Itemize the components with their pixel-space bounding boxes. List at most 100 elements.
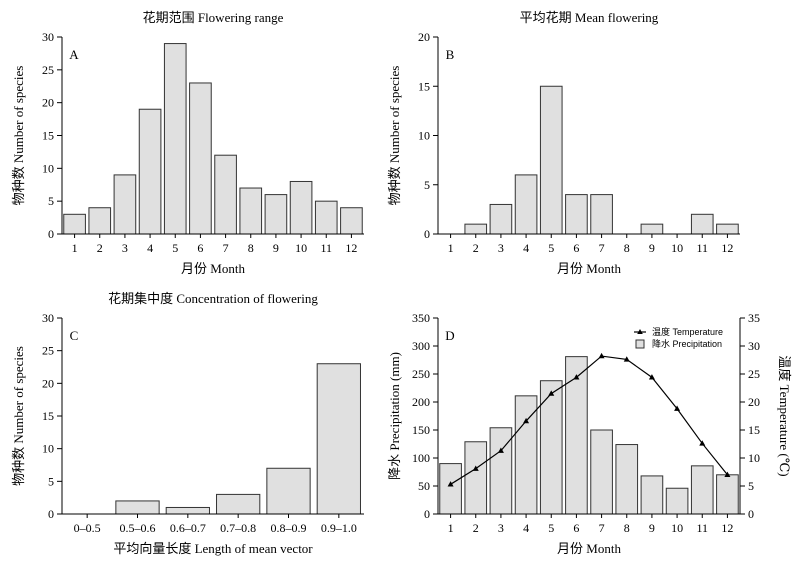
y-tick-label: 0 — [48, 507, 54, 521]
panel-c: 花期集中度 Concentration of flowering C 0 5 10 15 2… — [11, 291, 364, 556]
x-tick-label: 0.9–1.0 — [321, 521, 357, 535]
x-tick-label: 5 — [548, 241, 554, 255]
bar-1 — [63, 213, 86, 235]
temperature-point-10 — [674, 405, 681, 411]
y-axis-label: 物种数 Number of species — [387, 66, 402, 206]
y-tick-label: 10 — [42, 161, 54, 175]
bar-0.7–0.8 — [216, 493, 261, 515]
panel-letter: C — [70, 328, 79, 343]
bar-2 — [464, 441, 488, 515]
y-tick-label: 50 — [418, 479, 430, 493]
x-tick-label: 0.7–0.8 — [220, 521, 256, 535]
x-tick-label: 6 — [197, 241, 203, 255]
y-tick-label: 25 — [42, 63, 54, 77]
x-tick-label: 7 — [223, 241, 229, 255]
bar-10 — [665, 487, 689, 515]
y2-tick-label: 0 — [748, 507, 754, 521]
x-tick-label: 0.6–0.7 — [170, 521, 206, 535]
panel-letter: D — [445, 328, 454, 343]
x-tick-label: 1 — [72, 241, 78, 255]
bar-11 — [690, 465, 714, 515]
panel-letter: A — [69, 47, 79, 62]
bar-7 — [214, 154, 237, 235]
y2-tick-label: 35 — [748, 311, 760, 325]
bar-5 — [539, 85, 563, 235]
y-tick-label: 100 — [412, 451, 430, 465]
temperature-line — [450, 355, 728, 485]
bar-1 — [439, 463, 462, 515]
chart-title: 花期集中度 Concentration of flowering — [108, 291, 318, 306]
panel-letter: B — [446, 47, 455, 62]
y-tick-label: 0 — [424, 227, 430, 241]
y-tick-label: 5 — [48, 194, 54, 208]
x-tick-label: 12 — [345, 241, 357, 255]
y-tick-label: 10 — [42, 442, 54, 456]
x-tick-label: 0.5–0.6 — [120, 521, 156, 535]
bar-7 — [590, 429, 613, 515]
x-tick-label: 8 — [624, 241, 630, 255]
chart-title: 平均花期 Mean flowering — [520, 10, 659, 25]
x-tick-label: 10 — [295, 241, 307, 255]
bar-2 — [88, 207, 112, 235]
x-tick-label: 9 — [273, 241, 279, 255]
x-tick-label: 11 — [696, 241, 708, 255]
bar-0.8–0.9 — [266, 467, 311, 515]
y-tick-label: 30 — [42, 311, 54, 325]
y-tick-label: 15 — [42, 129, 54, 143]
y2-tick-label: 5 — [748, 479, 754, 493]
y-tick-label: 10 — [418, 129, 430, 143]
y-axis-label: 物种数 Number of species — [11, 346, 26, 486]
x-tick-label: 3 — [498, 521, 504, 535]
y-tick-label: 20 — [42, 376, 54, 390]
bar-5 — [163, 43, 187, 235]
x-tick-label: 2 — [97, 241, 103, 255]
y-tick-label: 350 — [412, 311, 430, 325]
temperature-point-11 — [699, 440, 706, 446]
bar-5 — [539, 380, 563, 515]
temperature-point-12 — [724, 471, 731, 477]
x-tick-label: 9 — [649, 521, 655, 535]
x-tick-label: 5 — [548, 521, 554, 535]
bar-12 — [716, 474, 739, 515]
bar-0.9–1.0 — [316, 363, 361, 515]
y-tick-label: 150 — [412, 423, 430, 437]
bar-3 — [489, 427, 513, 515]
y2-axis-label: 温度 Temperature (℃) — [777, 355, 792, 476]
y2-tick-label: 25 — [748, 367, 760, 381]
x-tick-label: 6 — [573, 241, 579, 255]
temperature-point-5 — [548, 390, 555, 396]
bar-3 — [113, 174, 137, 235]
y-axis-label: 降水 Precipitation (mm) — [387, 352, 402, 480]
y-tick-label: 300 — [412, 339, 430, 353]
x-tick-label: 1 — [448, 241, 454, 255]
x-axis-label: 月份 Month — [181, 261, 245, 276]
bar-10 — [289, 180, 313, 235]
y-tick-label: 15 — [418, 79, 430, 93]
temperature-point-3 — [497, 447, 504, 453]
x-tick-label: 2 — [473, 241, 479, 255]
x-tick-label: 2 — [473, 521, 479, 535]
x-tick-label: 8 — [248, 241, 254, 255]
x-tick-label: 12 — [721, 521, 733, 535]
bar-4 — [514, 174, 538, 235]
y-tick-label: 5 — [48, 474, 54, 488]
bar-9 — [264, 194, 288, 235]
bar-12 — [340, 207, 363, 235]
y-tick-label: 20 — [418, 30, 430, 44]
y-tick-label: 5 — [424, 178, 430, 192]
bar-2 — [464, 223, 488, 235]
y-tick-label: 30 — [42, 30, 54, 44]
x-tick-label: 10 — [671, 241, 683, 255]
temperature-point-1 — [447, 481, 454, 487]
y-tick-label: 0 — [424, 507, 430, 521]
bar-6 — [565, 194, 588, 235]
x-tick-label: 3 — [498, 241, 504, 255]
y-tick-label: 20 — [42, 96, 54, 110]
y-tick-label: 0 — [48, 227, 54, 241]
x-tick-label: 11 — [320, 241, 332, 255]
temperature-point-7 — [598, 352, 605, 359]
bar-3 — [489, 203, 513, 235]
